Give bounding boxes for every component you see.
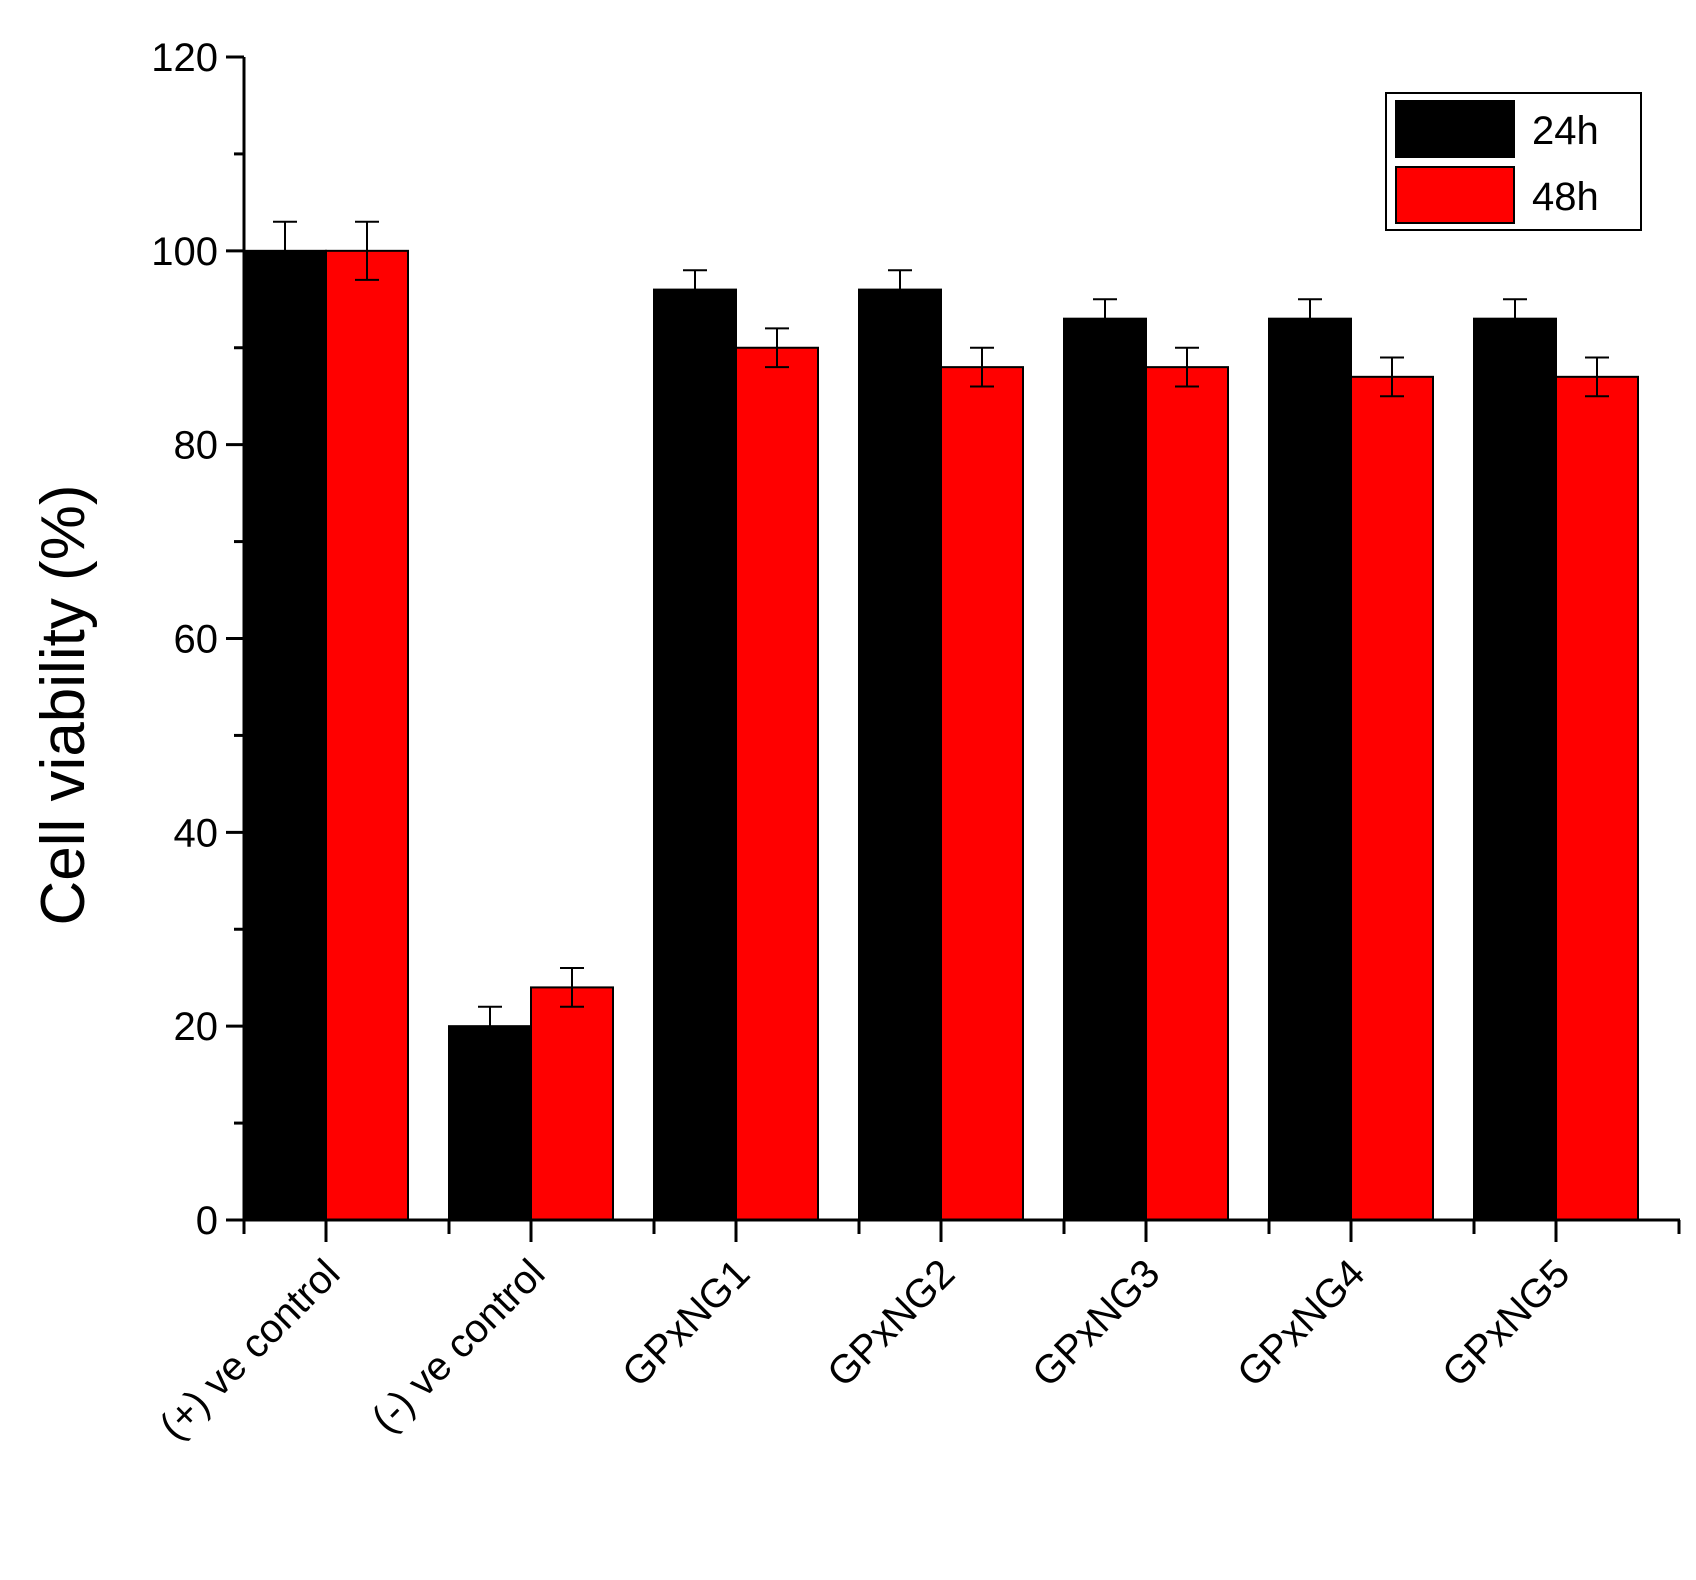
y-tick-label: 20 xyxy=(174,1005,219,1049)
bar-24h-5 xyxy=(1063,317,1147,1221)
bar-48h-4 xyxy=(940,366,1024,1221)
y-axis-label: Cell viability (%) xyxy=(29,485,98,926)
bar-24h-3 xyxy=(653,288,737,1222)
error-bars-layer xyxy=(273,220,1609,1047)
legend: 24h 48h xyxy=(1385,92,1642,231)
bar-48h-5 xyxy=(1145,366,1229,1221)
bars-layer xyxy=(243,249,1639,1222)
legend-swatch-24h xyxy=(1395,100,1515,158)
bar-48h-1 xyxy=(325,249,409,1222)
bar-48h-6 xyxy=(1350,375,1434,1221)
x-tick-label: GPxNG1 xyxy=(614,1251,758,1395)
y-tick-label: 60 xyxy=(174,618,219,662)
bar-24h-2 xyxy=(448,1025,532,1221)
y-tick-label: 120 xyxy=(151,36,218,80)
x-tick-label: GPxNG5 xyxy=(1434,1251,1578,1395)
bar-24h-1 xyxy=(243,249,327,1222)
bar-48h-3 xyxy=(735,346,819,1221)
x-tick-label: GPxNG4 xyxy=(1229,1251,1373,1395)
legend-swatch-48h xyxy=(1395,166,1515,224)
y-tick-label: 40 xyxy=(174,811,219,855)
bar-24h-7 xyxy=(1473,317,1557,1221)
x-tick-label: GPxNG2 xyxy=(819,1251,963,1395)
y-tick-label: 0 xyxy=(196,1199,218,1243)
legend-label-24h: 24h xyxy=(1532,109,1599,153)
bar-48h-2 xyxy=(530,986,614,1222)
x-tick-label: (-) ve control xyxy=(364,1251,554,1441)
y-tick-label: 80 xyxy=(174,424,219,468)
x-tick-label: (+) ve control xyxy=(151,1251,348,1448)
y-tick-label: 100 xyxy=(151,230,218,274)
bar-24h-4 xyxy=(858,288,942,1222)
bar-24h-6 xyxy=(1268,317,1352,1221)
x-tick-label: GPxNG3 xyxy=(1024,1251,1168,1395)
bar-48h-7 xyxy=(1555,375,1639,1221)
legend-label-48h: 48h xyxy=(1532,175,1599,219)
